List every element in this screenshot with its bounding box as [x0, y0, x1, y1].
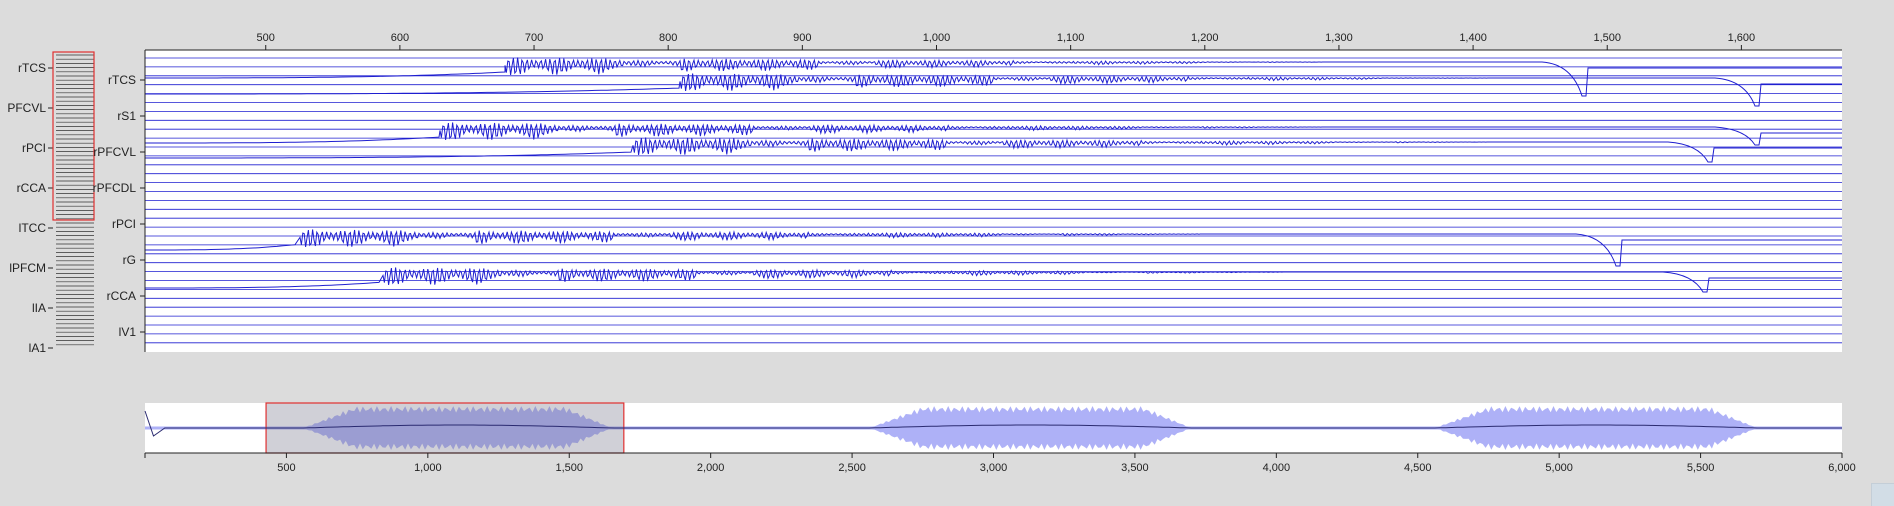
main-x-tick-label: 1,300: [1325, 32, 1353, 44]
overview-label: rCCA: [17, 181, 46, 195]
channel-label: rPFCDL: [93, 181, 137, 195]
navigator-x-tick-label: 500: [277, 462, 295, 474]
main-x-tick-label: 1,100: [1057, 32, 1085, 44]
navigator-x-tick-label: 2,500: [838, 462, 866, 474]
main-x-tick-label: 1,200: [1191, 32, 1219, 44]
navigator-x-tick-label: 4,500: [1404, 462, 1432, 474]
main-x-tick-label: 600: [391, 32, 409, 44]
navigator-x-tick-label: 4,000: [1263, 462, 1291, 474]
navigator-x-tick-label: 1,500: [555, 462, 583, 474]
navigator-x-tick-label: 3,000: [980, 462, 1008, 474]
overview-selection-box[interactable]: [52, 51, 95, 221]
main-x-tick-label: 800: [659, 32, 677, 44]
overview-label: lTCC: [19, 221, 47, 235]
overview-label: lPFCM: [9, 261, 46, 275]
channel-trace: [145, 267, 1842, 293]
channel-trace: [145, 73, 1842, 107]
navigator-x-tick-label: 3,500: [1121, 462, 1149, 474]
channel-label: rTCS: [108, 73, 136, 87]
navigator-x-axis: 500 1,000 1,500 2,000 2,500 3,000 3,500 4,000 4,…: [144, 453, 1856, 474]
main-plot-area: [145, 50, 1842, 352]
overview-label: rTCS: [18, 61, 46, 75]
overview-label: PFCVL: [7, 101, 46, 115]
navigator-envelope: [145, 406, 1842, 450]
channel-label: rPCI: [112, 217, 136, 231]
navigator-x-tick-label: 5,000: [1545, 462, 1573, 474]
channel-label: rS1: [117, 109, 136, 123]
main-x-axis: 500 600 700 800 900 1,000 1,100 1,200 1,300 1,400…: [257, 32, 1756, 50]
resize-grip[interactable]: [1871, 483, 1894, 506]
main-x-tick-label: 500: [257, 32, 275, 44]
channel-label: rG: [123, 253, 136, 267]
overview-label: lA1: [29, 341, 47, 355]
main-channel-labels: rTCS rS1 rPFCVL rPFCDL rPCI rG rCCA lV1: [93, 73, 145, 339]
main-x-tick-label: 1,600: [1728, 32, 1756, 44]
main-plot[interactable]: 500 600 700 800 900 1,000 1,100 1,200 1,300 1,400…: [93, 32, 1842, 352]
channel-label: rCCA: [107, 289, 136, 303]
navigator-x-tick-label: 2,000: [697, 462, 725, 474]
channel-trace: [145, 122, 1842, 146]
main-x-tick-label: 1,400: [1459, 32, 1487, 44]
channel-trace: [145, 229, 1842, 267]
channel-trace: [145, 137, 1842, 163]
navigator-x-tick-label: 1,000: [414, 462, 442, 474]
overview-labels: rTCS PFCVL rPCI rCCA lTCC lPFCM lIA lA1: [7, 61, 53, 355]
channel-label: lV1: [119, 325, 137, 339]
navigator-signal-line: [144, 410, 1842, 437]
channel-trace: [145, 57, 1842, 97]
main-x-tick-label: 1,000: [923, 32, 951, 44]
main-x-tick-label: 1,500: [1593, 32, 1621, 44]
navigator-x-tick-label: 5,500: [1687, 462, 1715, 474]
overview-channel-lines: [56, 54, 94, 346]
time-navigator[interactable]: 500 1,000 1,500 2,000 2,500 3,000 3,500 4,000 4,…: [144, 402, 1856, 474]
navigator-x-tick-label: 6,000: [1828, 462, 1856, 474]
channel-label: rPFCVL: [93, 145, 136, 159]
overview-label: lIA: [32, 301, 46, 315]
main-traces: [145, 57, 1842, 293]
navigator-selection-window[interactable]: [265, 402, 625, 454]
main-x-tick-label: 900: [793, 32, 811, 44]
main-x-tick-label: 700: [525, 32, 543, 44]
channel-overview[interactable]: rTCS PFCVL rPCI rCCA lTCC lPFCM lIA lA1: [7, 51, 96, 355]
overview-label: rPCI: [22, 141, 46, 155]
